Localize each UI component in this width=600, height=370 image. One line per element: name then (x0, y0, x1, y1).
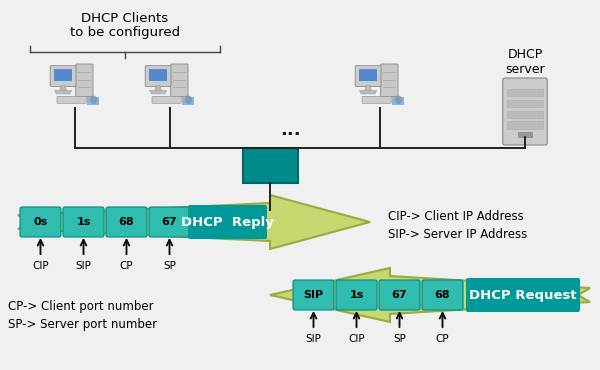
Bar (508, 89, 542, 96)
Bar (508, 121, 542, 129)
FancyBboxPatch shape (188, 205, 267, 239)
Bar (508, 100, 542, 107)
Text: DHCP  Reply: DHCP Reply (181, 215, 274, 229)
Text: CIP-> Client IP Address: CIP-> Client IP Address (388, 210, 524, 223)
Bar (87, 97, 99, 105)
Text: SIP: SIP (76, 261, 91, 271)
FancyBboxPatch shape (381, 64, 398, 97)
Polygon shape (60, 85, 67, 91)
Polygon shape (270, 268, 590, 322)
Polygon shape (55, 91, 71, 94)
Text: DHCP Clients: DHCP Clients (82, 12, 169, 25)
Text: CP: CP (119, 261, 133, 271)
FancyBboxPatch shape (362, 96, 391, 103)
Polygon shape (149, 91, 167, 94)
Text: SP: SP (163, 261, 176, 271)
FancyBboxPatch shape (63, 207, 104, 237)
Text: CP: CP (436, 334, 449, 344)
Polygon shape (359, 91, 377, 94)
FancyBboxPatch shape (152, 96, 181, 103)
FancyBboxPatch shape (466, 278, 580, 312)
Text: CIP: CIP (348, 334, 365, 344)
Text: CIP: CIP (32, 261, 49, 271)
Ellipse shape (396, 96, 401, 104)
Text: SP-> Server port number: SP-> Server port number (8, 318, 157, 331)
Text: 1s: 1s (76, 217, 91, 227)
Text: 68: 68 (434, 290, 451, 300)
Bar (359, 69, 377, 81)
FancyBboxPatch shape (20, 207, 61, 237)
FancyBboxPatch shape (355, 66, 381, 87)
FancyBboxPatch shape (106, 207, 147, 237)
Bar (508, 111, 542, 118)
Polygon shape (365, 85, 371, 91)
Text: to be configured: to be configured (70, 26, 180, 39)
FancyBboxPatch shape (170, 64, 188, 97)
FancyBboxPatch shape (422, 280, 463, 310)
Ellipse shape (186, 96, 191, 104)
Polygon shape (18, 195, 370, 249)
Text: 67: 67 (392, 290, 407, 300)
FancyBboxPatch shape (293, 280, 334, 310)
Text: SIP: SIP (304, 290, 323, 300)
Bar (149, 69, 167, 81)
FancyBboxPatch shape (503, 78, 547, 145)
Text: 67: 67 (161, 217, 178, 227)
Text: SIP: SIP (305, 334, 322, 344)
Text: 68: 68 (119, 217, 134, 227)
Text: DHCP Request: DHCP Request (469, 289, 577, 302)
FancyBboxPatch shape (145, 66, 171, 87)
FancyBboxPatch shape (379, 280, 420, 310)
Text: DHCP
server: DHCP server (505, 48, 545, 76)
FancyBboxPatch shape (76, 64, 93, 97)
FancyBboxPatch shape (149, 207, 190, 237)
Polygon shape (155, 85, 161, 91)
Text: CP-> Client port number: CP-> Client port number (8, 300, 154, 313)
Bar (518, 132, 532, 137)
Bar (54, 69, 73, 81)
Text: SP: SP (393, 334, 406, 344)
FancyBboxPatch shape (57, 96, 86, 103)
Ellipse shape (91, 96, 97, 104)
Text: 1s: 1s (349, 290, 364, 300)
Text: SIP-> Server IP Address: SIP-> Server IP Address (388, 228, 527, 241)
Text: ...: ... (280, 121, 301, 139)
FancyBboxPatch shape (336, 280, 377, 310)
FancyBboxPatch shape (50, 66, 76, 87)
Bar (242, 148, 298, 183)
Text: 0s: 0s (34, 217, 47, 227)
Bar (182, 97, 194, 105)
Bar (392, 97, 404, 105)
